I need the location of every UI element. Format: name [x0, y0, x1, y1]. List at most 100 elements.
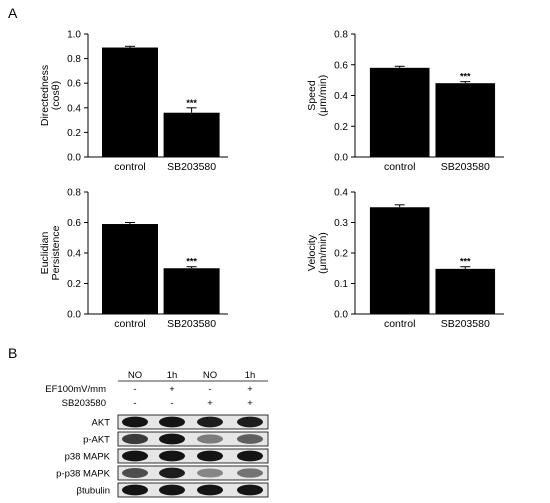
lane-header: 1h: [167, 370, 178, 381]
y-tick-label: 0.6: [67, 79, 81, 90]
band: [159, 416, 185, 428]
blot-strip: p-p38 MAPK: [56, 465, 269, 481]
x-category-label: control: [114, 318, 146, 330]
panel-label-a: A: [8, 5, 18, 21]
y-axis-label: Velocity: [306, 234, 318, 271]
condition-mark: +: [169, 384, 175, 395]
y-tick-label: 0.8: [67, 188, 81, 199]
band-label: AKT: [92, 418, 111, 429]
y-tick-label: 1.0: [67, 30, 81, 41]
bar-control: [102, 47, 158, 157]
condition-mark: -: [133, 398, 136, 409]
band: [197, 434, 223, 444]
western-blot: NO 1h NO 1h EF100mV/mm - + - + SB203580 - - + + AKT p-A…: [45, 370, 269, 498]
y-axis-label: Persistence: [50, 225, 62, 280]
lane-header: NO: [203, 370, 217, 381]
y-axis-label: Euclidian: [39, 232, 51, 275]
bar-control: [102, 224, 158, 314]
condition-label: SB203580: [62, 398, 106, 409]
significance-marker: ***: [186, 257, 197, 267]
band: [197, 416, 223, 428]
band: [122, 484, 148, 496]
lane-header: NO: [128, 370, 142, 381]
y-tick-label: 0.0: [67, 310, 81, 321]
y-tick-label: 0.8: [334, 30, 348, 41]
blot-strip-frame: [117, 431, 269, 447]
bar-control: [369, 67, 430, 157]
x-category-label: SB203580: [441, 318, 490, 330]
y-tick-label: 0.4: [67, 103, 81, 114]
y-axis-label: (μm/min): [317, 75, 329, 117]
y-tick-label: 0.2: [67, 128, 81, 139]
blot-strip: βtubulin: [77, 482, 269, 498]
y-tick-label: 0.0: [334, 153, 348, 164]
band-label: p38 MAPK: [65, 452, 111, 463]
x-category-label: SB203580: [167, 161, 216, 173]
chart-2: 0.0 0.2 0.4 0.6 0.8 Euclidian Persistence contr…: [39, 188, 228, 330]
band: [237, 434, 263, 444]
x-category-label: SB203580: [441, 161, 490, 173]
significance-marker: ***: [460, 257, 471, 267]
band-label: βtubulin: [77, 486, 110, 497]
condition-mark: +: [207, 398, 213, 409]
bar-control: [369, 207, 430, 314]
band: [122, 468, 148, 478]
significance-marker: ***: [186, 98, 197, 108]
bar-charts: 0.0 0.2 0.4 0.6 0.8 1.0 Directedness (cosθ) cont…: [39, 30, 504, 330]
y-tick-label: 0.6: [67, 218, 81, 229]
band: [237, 468, 263, 478]
x-category-label: control: [114, 161, 146, 173]
blot-strip: p38 MAPK: [65, 448, 269, 464]
y-tick-label: 0.6: [334, 60, 348, 71]
band-label: p-AKT: [83, 435, 110, 446]
y-tick-label: 0.2: [67, 279, 81, 290]
y-tick-label: 0.4: [334, 188, 348, 199]
band: [237, 484, 263, 496]
lane-header: 1h: [245, 370, 256, 381]
bar-sb203580: [163, 112, 220, 157]
blot-strip: p-AKT: [83, 431, 269, 447]
y-tick-label: 0.8: [67, 54, 81, 65]
band: [237, 450, 263, 462]
y-tick-label: 0.0: [334, 310, 348, 321]
y-axis-label: (cosθ): [50, 81, 62, 110]
y-axis-label: Speed: [306, 80, 318, 111]
y-tick-label: 0.4: [334, 91, 348, 102]
panel-label-b: B: [8, 345, 17, 361]
band: [122, 450, 148, 462]
y-axis-label: Directedness: [39, 65, 51, 126]
x-category-label: control: [384, 161, 416, 173]
y-tick-label: 0.0: [67, 153, 81, 164]
y-axis-label: (μm/min): [317, 232, 329, 274]
bar-sb203580: [163, 268, 220, 314]
y-tick-label: 0.3: [334, 218, 348, 229]
condition-mark: +: [247, 398, 253, 409]
y-tick-label: 0.4: [67, 249, 81, 260]
band: [197, 468, 223, 478]
band: [159, 484, 185, 496]
chart-3: 0.0 0.1 0.2 0.3 0.4 Velocity (μm/min) control **…: [306, 188, 504, 330]
band: [197, 484, 223, 496]
band: [122, 416, 148, 428]
chart-0: 0.0 0.2 0.4 0.6 0.8 1.0 Directedness (cosθ) cont…: [39, 30, 228, 173]
blot-strip-frame: [117, 465, 269, 481]
blot-strip-frame: [117, 414, 269, 430]
bar-sb203580: [435, 268, 496, 314]
condition-label: EF100mV/mm: [45, 384, 106, 395]
bar-sb203580: [435, 83, 496, 157]
chart-1: 0.0 0.2 0.4 0.6 0.8 Speed (μm/min) control *** SB…: [306, 30, 504, 173]
condition-mark: -: [133, 384, 136, 395]
band: [237, 416, 263, 428]
x-category-label: control: [384, 318, 416, 330]
y-tick-label: 0.2: [334, 249, 348, 260]
blot-strip-frame: [117, 482, 269, 498]
condition-mark: -: [208, 384, 211, 395]
band: [159, 450, 185, 462]
blot-strip: AKT: [92, 414, 269, 430]
x-category-label: SB203580: [167, 318, 216, 330]
y-tick-label: 0.2: [334, 122, 348, 133]
y-tick-label: 0.1: [334, 279, 348, 290]
band: [197, 450, 223, 462]
band: [159, 433, 185, 445]
